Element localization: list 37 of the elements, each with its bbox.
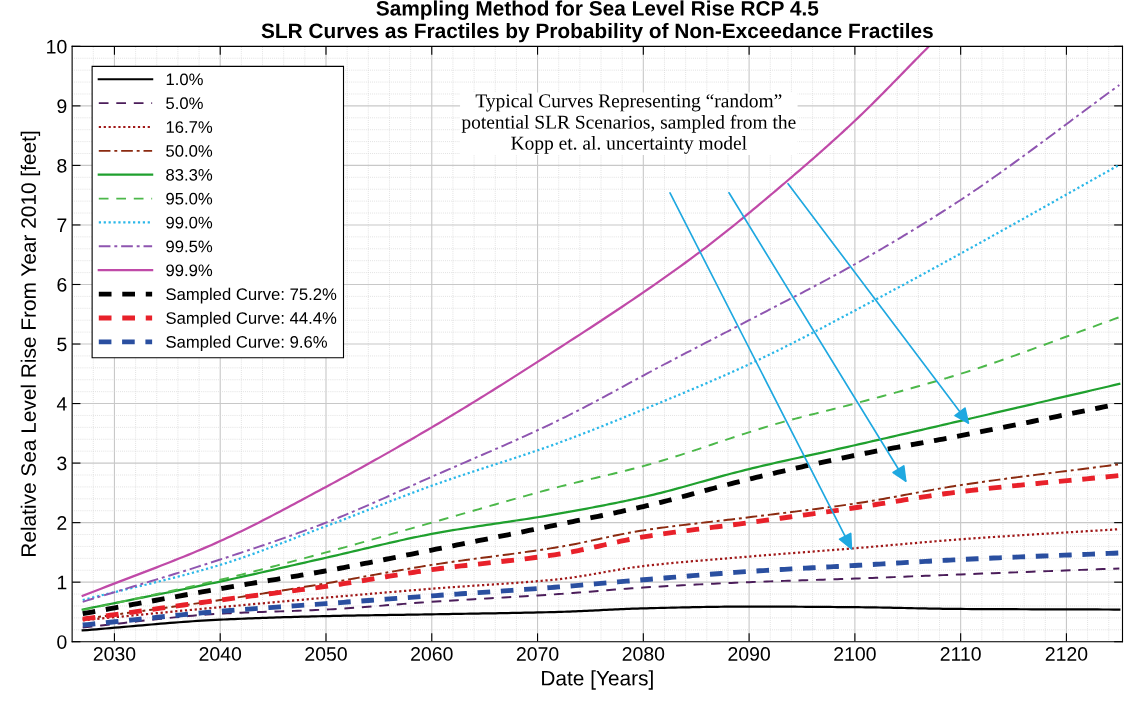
x-tick-label: 2040 [199, 647, 242, 661]
legend-label: 16.7% [166, 121, 213, 133]
chart-title: Sampling Method for Sea Level Rise RCP 4.5 SLR Curves as Fractiles by Probability of Non-Exceedance Fractiles [261, 0, 933, 43]
x-tick-label: 2090 [728, 647, 770, 661]
legend-label: 5.0% [166, 97, 203, 110]
legend-label: Sampled Curve: 75.2% [166, 287, 337, 304]
annotation: Typical Curves Representing “random” potential SLR Scenarios, sampled from the Kopp et. al. uncertainty model [461, 93, 796, 154]
legend-label: 95.0% [166, 192, 213, 205]
legend-label: 99.5% [166, 240, 213, 253]
y-tick-label: 3 [57, 456, 67, 471]
y-tick-label: 4 [56, 397, 67, 411]
y-tick-label: 7 [57, 218, 67, 232]
x-tick-label: 2030 [93, 647, 136, 661]
x-tick-label: 2050 [305, 647, 347, 661]
x-tick-label: 2060 [411, 647, 453, 661]
y-tick-label: 10 [47, 39, 67, 54]
x-tick-label: 2100 [834, 647, 876, 661]
legend-label: 99.0% [166, 216, 213, 229]
legend-label: 1.0% [166, 73, 203, 86]
y-tick-label: 5 [57, 337, 67, 352]
legend-label: 50.0% [166, 145, 213, 157]
y-tick-label: 1 [57, 575, 67, 590]
x-axis-title: Date [Years] [542, 670, 653, 690]
legend-label: Sampled Curve: 44.4% [166, 311, 337, 328]
y-tick-label: 9 [57, 99, 67, 114]
y-tick-label: 0 [57, 635, 67, 649]
y-tick-label: 2 [57, 516, 67, 530]
x-tick-label: 2080 [622, 647, 665, 661]
x-tick-label: 2110 [940, 647, 981, 661]
y-tick-label: 6 [57, 277, 67, 292]
legend-label: Sampled Curve: 9.6% [166, 335, 327, 352]
legend-label: 99.9% [166, 264, 213, 277]
legend-label: 83.3% [166, 168, 213, 181]
x-tick-label: 2070 [516, 647, 559, 661]
y-tick-label: 8 [57, 158, 67, 173]
x-tick-label: 2120 [1045, 647, 1088, 661]
y-axis-title: Relative Sea Level Rise From Year 2010 [feet] [20, 131, 41, 556]
